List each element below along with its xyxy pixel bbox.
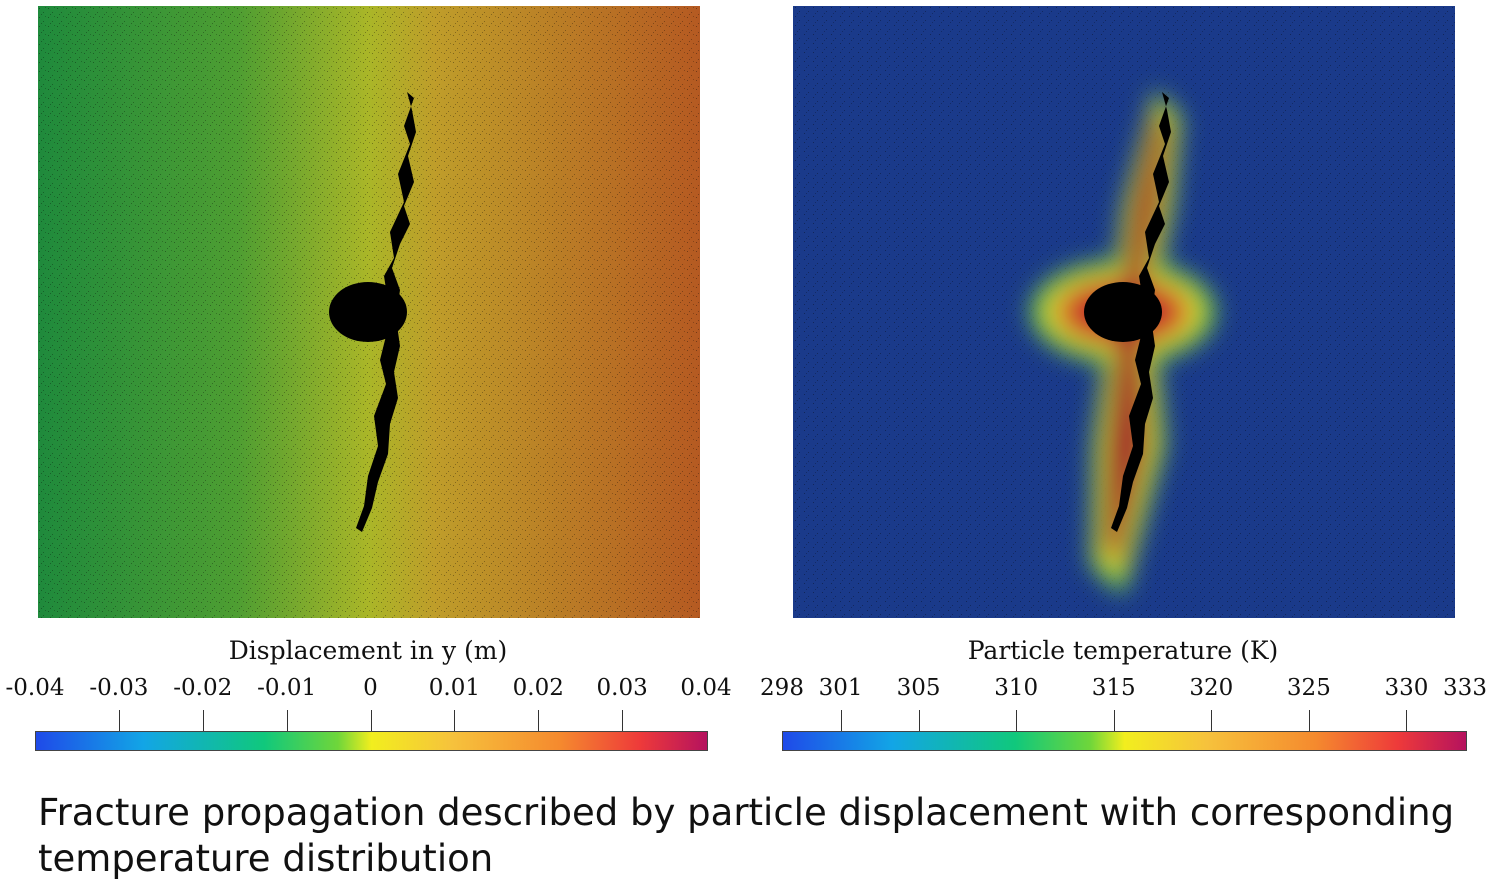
displacement-tick-label: 0.01: [428, 675, 480, 701]
displacement-tick-label: -0.01: [257, 675, 317, 701]
temperature-tick-label: 320: [1189, 675, 1234, 701]
temperature-tick-mark: [1406, 710, 1408, 732]
displacement-field-image: [38, 6, 700, 618]
temperature-colorbar: [782, 731, 1467, 751]
borehole: [329, 282, 407, 342]
displacement-tick-label: -0.04: [5, 675, 65, 701]
temperature-tick-label: 301: [818, 675, 863, 701]
displacement-tick-label: -0.02: [173, 675, 233, 701]
temperature-tick-label: 305: [896, 675, 941, 701]
temperature-tick-label: 298: [760, 675, 804, 701]
fracture-crack: [356, 92, 416, 532]
displacement-colorbar: [35, 731, 708, 751]
temperature-tick-mark: [840, 710, 842, 732]
fracture-crack: [1111, 92, 1171, 532]
temperature-tick-mark: [1211, 710, 1213, 732]
displacement-tick-label: -0.03: [89, 675, 149, 701]
temperature-tick-mark: [918, 710, 920, 732]
displacement-tick-mark: [622, 710, 624, 732]
displacement-colorbar-title: Displacement in y (m): [228, 636, 508, 665]
figure-caption: Fracture propagation described by partic…: [38, 791, 1455, 880]
temperature-tick-mark: [1308, 710, 1310, 732]
temperature-colorbar-title: Particle temperature (K): [967, 636, 1279, 665]
displacement-tick-label: 0: [363, 675, 378, 701]
displacement-tick-mark: [454, 710, 456, 732]
temperature-tick-label: 310: [994, 675, 1039, 701]
temperature-tick-label: 330: [1384, 675, 1429, 701]
displacement-tick-label: 0.03: [596, 675, 648, 701]
displacement-tick-label: 0.02: [512, 675, 564, 701]
displacement-tick-label: 0.04: [680, 675, 732, 701]
displacement-tick-mark: [538, 710, 540, 732]
displacement-tick-mark: [370, 710, 372, 732]
temperature-tick-mark: [1113, 710, 1115, 732]
temperature-tick-label: 315: [1091, 675, 1136, 701]
temperature-tick-label: 325: [1286, 675, 1331, 701]
displacement-tick-mark: [286, 710, 288, 732]
temperature-tick-label: 333: [1443, 675, 1487, 701]
displacement-tick-mark: [118, 710, 120, 732]
temperature-field-image: [793, 6, 1455, 618]
displacement-tick-mark: [202, 710, 204, 732]
borehole: [1084, 282, 1162, 342]
temperature-tick-mark: [1016, 710, 1018, 732]
